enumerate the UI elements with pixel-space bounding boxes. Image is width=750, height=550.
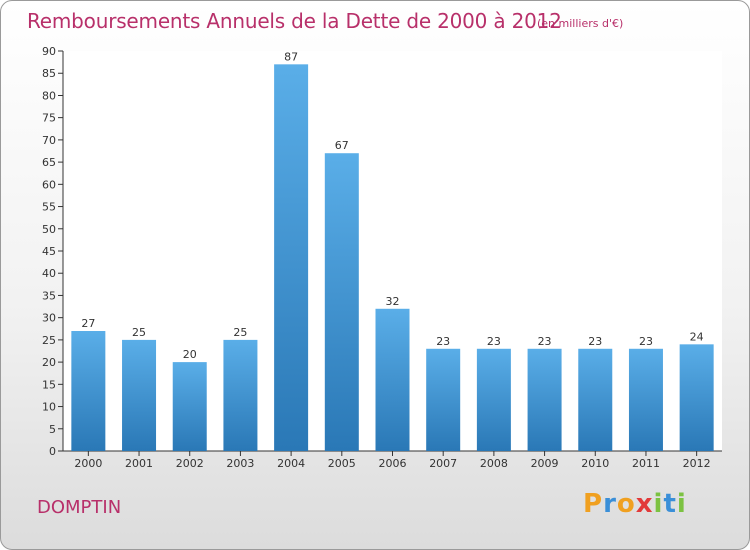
chart-unit-note: (en milliers d'€) (537, 17, 624, 30)
bar-value-labels: 27 25 20 25 87 67 32 23 23 23 23 23 24 (81, 50, 703, 361)
x-tick-label: 2003 (226, 457, 254, 470)
x-tick-label: 2001 (125, 457, 153, 470)
y-tick-label: 90 (42, 45, 56, 58)
x-axis: 2000 2001 2002 2003 2004 2005 2006 2007 2008 2009… (63, 450, 722, 470)
y-tick-label: 15 (42, 378, 56, 391)
bar-value-label: 32 (386, 295, 400, 308)
x-tick-label: 2000 (74, 457, 102, 470)
bar-value-label: 23 (436, 335, 450, 348)
y-tick-label: 60 (42, 178, 56, 191)
bar-series (71, 64, 714, 452)
bar-2003 (223, 339, 258, 451)
bar-value-label: 20 (183, 348, 197, 361)
bar-value-label: 23 (588, 335, 602, 348)
bar-2004 (274, 64, 309, 452)
bar-value-label: 23 (538, 335, 552, 348)
x-tick-label: 2009 (531, 457, 559, 470)
y-tick-label: 25 (42, 334, 56, 347)
bar-2012 (679, 344, 714, 451)
x-tick-label: 2006 (379, 457, 407, 470)
commune-name: DOMPTIN (37, 497, 122, 518)
bar-2011 (628, 348, 663, 451)
bar-2006 (375, 308, 410, 451)
y-tick-label: 45 (42, 245, 56, 258)
proxiti-logo: Proxiti (583, 489, 687, 519)
bar-value-label: 25 (132, 326, 146, 339)
bar-2000 (71, 331, 106, 451)
y-tick-label: 85 (42, 67, 56, 80)
bar-2007 (426, 348, 461, 451)
bar-2009 (527, 348, 562, 451)
bar-value-label: 27 (81, 317, 95, 330)
x-tick-label: 2002 (176, 457, 204, 470)
y-tick-label: 0 (49, 445, 56, 458)
bar-value-label: 24 (690, 330, 704, 343)
x-tick-label: 2012 (683, 457, 711, 470)
y-tick-label: 70 (42, 134, 56, 147)
y-tick-label: 30 (42, 312, 56, 325)
y-tick-label: 5 (49, 423, 56, 436)
bar-2010 (578, 348, 613, 451)
bar-value-label: 25 (233, 326, 247, 339)
y-tick-label: 50 (42, 223, 56, 236)
y-tick-label: 75 (42, 112, 56, 125)
x-tick-label: 2004 (277, 457, 305, 470)
bar-2002 (172, 362, 207, 451)
x-tick-label: 2007 (429, 457, 457, 470)
y-tick-label: 20 (42, 356, 56, 369)
bar-value-label: 87 (284, 50, 298, 63)
y-tick-label: 65 (42, 156, 56, 169)
y-axis: 0 5 10 15 20 25 30 35 40 45 50 55 60 65 70 75 80 85 90 (42, 45, 64, 458)
y-tick-label: 80 (42, 89, 56, 102)
x-tick-label: 2008 (480, 457, 508, 470)
bar-value-label: 67 (335, 139, 349, 152)
y-tick-label: 40 (42, 267, 56, 280)
y-tick-label: 10 (42, 401, 56, 414)
bar-2008 (476, 348, 511, 451)
y-tick-label: 35 (42, 289, 56, 302)
y-tick-label: 55 (42, 201, 56, 214)
bar-2005 (324, 153, 359, 451)
bar-value-label: 23 (487, 335, 501, 348)
x-tick-label: 2005 (328, 457, 356, 470)
chart-title: Remboursements Annuels de la Dette de 20… (27, 9, 562, 33)
bar-value-label: 23 (639, 335, 653, 348)
x-tick-label: 2011 (632, 457, 660, 470)
x-tick-label: 2010 (581, 457, 609, 470)
bar-2001 (122, 339, 157, 451)
